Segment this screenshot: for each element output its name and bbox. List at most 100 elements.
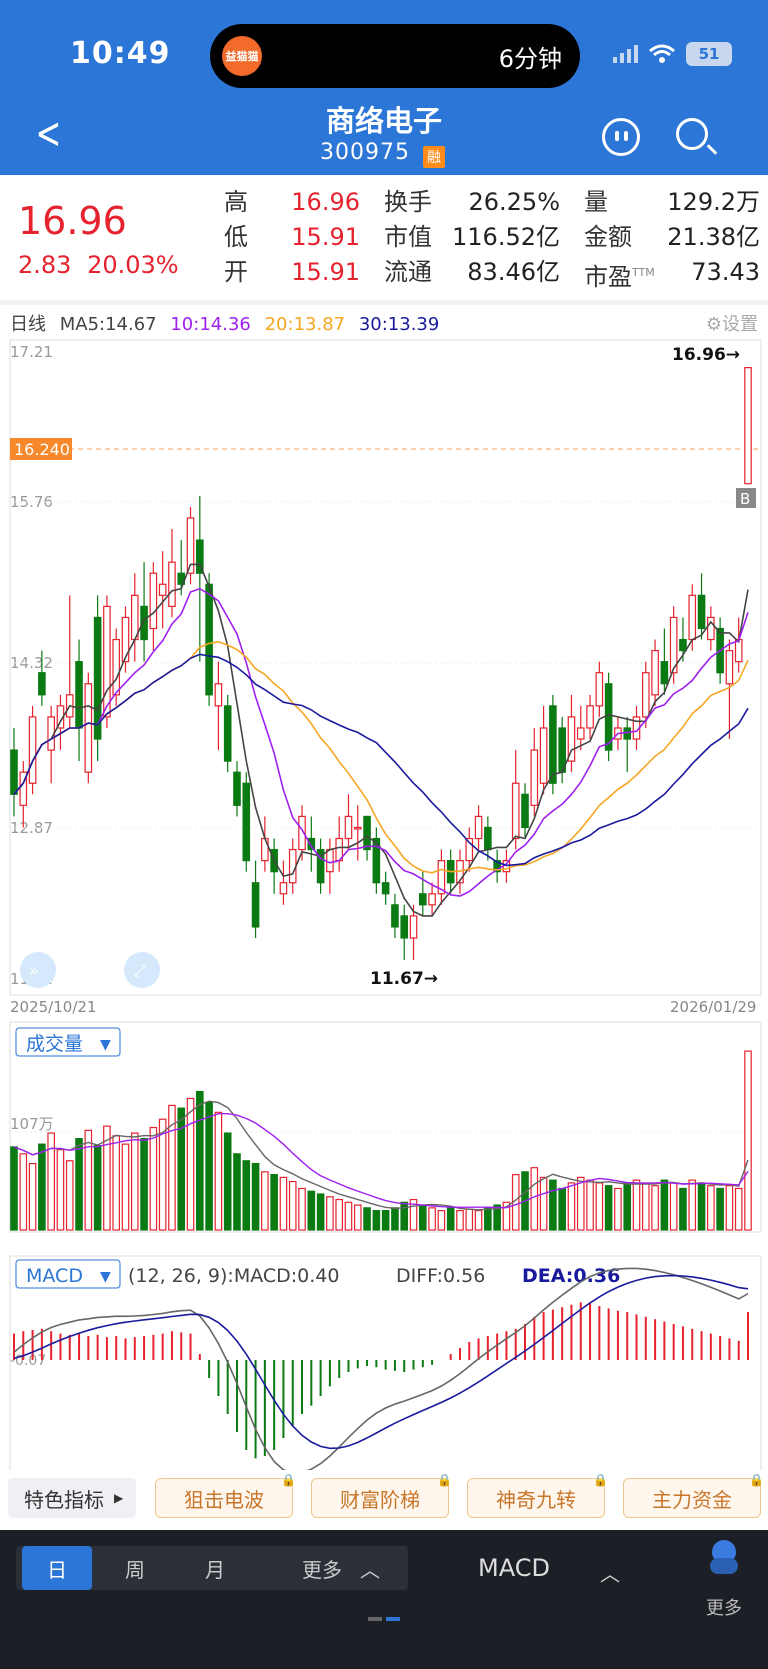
ma10-label: 10:14.36 [170, 314, 251, 335]
volume-selector[interactable] [15, 1027, 121, 1057]
volume-bar [344, 1201, 353, 1231]
pill-label: 主力资金 [652, 1487, 732, 1512]
high-marker: 16.96→ [672, 345, 740, 365]
candle [400, 904, 409, 961]
gear-icon: ⚙ [705, 314, 722, 335]
volume-bar [446, 1207, 455, 1231]
dynamic-island: 益猫猫 6分钟 [210, 24, 580, 88]
more-icon[interactable] [710, 1540, 738, 1574]
current-price-label: 16.240 [14, 440, 70, 459]
candle [233, 761, 241, 817]
candle [493, 849, 501, 883]
lock-icon: 🔒 [593, 1473, 608, 1487]
volume-bar [502, 1201, 511, 1231]
volume-bar [707, 1185, 715, 1231]
candle [75, 639, 83, 762]
tab-more[interactable]: 更多 [302, 1557, 342, 1582]
candle [19, 761, 28, 828]
expand-left-icon[interactable] [20, 952, 56, 988]
stock-code: 300975 [320, 140, 410, 165]
candle [744, 367, 752, 485]
back-icon[interactable]: < [35, 108, 62, 159]
candle [149, 562, 158, 651]
candle [140, 562, 148, 662]
volume-panel[interactable]: 成交量 ▼ 107万 [9, 1021, 762, 1233]
volume-bar [428, 1207, 436, 1231]
volume-bar [335, 1198, 343, 1231]
volume-bar [130, 1132, 139, 1231]
candle [391, 893, 399, 938]
volume-bar [456, 1210, 464, 1231]
volume-bar [270, 1174, 278, 1231]
status-time: 10:49 [70, 36, 171, 71]
dropdown-icon: ▼ [100, 1037, 111, 1053]
candle [595, 661, 604, 717]
macd-zero-label: -0.07 [10, 1353, 46, 1369]
volume-bar [214, 1111, 223, 1231]
indicator-pill[interactable]: 狙击电波 🔒 [155, 1473, 296, 1518]
settings-button[interactable]: ⚙设置 [706, 310, 758, 336]
macd-panel[interactable]: MACD ▼ (12, 26, 9):MACD:0.40 DIFF:0.56 D… [9, 1255, 762, 1479]
candle [363, 815, 371, 861]
volume-bar [28, 1162, 37, 1231]
volume-ma10-line [13, 1113, 749, 1209]
macd-selector[interactable] [15, 1259, 121, 1289]
indicator-pill[interactable]: 神奇九转 🔒 [467, 1473, 608, 1518]
fullscreen-icon[interactable] [124, 952, 160, 988]
ma10-line [13, 587, 749, 897]
divider [0, 300, 768, 305]
volume-bar [419, 1204, 427, 1231]
candle [28, 705, 37, 795]
volume-bar [391, 1207, 399, 1231]
margin-badge: 融 [423, 146, 445, 168]
volume-bar [75, 1138, 83, 1231]
volume-bar [298, 1187, 306, 1231]
indicator-pill[interactable]: 主力资金 🔒 [623, 1473, 764, 1518]
candle [707, 606, 715, 651]
volume-bar [409, 1198, 418, 1231]
candle [112, 628, 121, 706]
special-label: 特色指标 [24, 1487, 104, 1512]
more-label[interactable]: 更多 [706, 1598, 742, 1619]
ma30-line [13, 653, 749, 867]
candle [335, 816, 343, 872]
tab-day[interactable]: 日 [22, 1546, 92, 1590]
ma20-label: 20:13.87 [264, 314, 346, 335]
volume-frame [9, 1021, 762, 1233]
volume-bar [669, 1182, 678, 1231]
special-indicator-button[interactable]: 特色指标 ▶ [8, 1478, 136, 1518]
kline-panel[interactable]: 17.21 15.76 14.32 12.87 11.42 16.240 16.… [9, 339, 762, 996]
tab-week[interactable]: 周 [125, 1557, 145, 1582]
y-tick: 17.21 [10, 343, 53, 361]
stock-name: 商络电子 [325, 104, 442, 138]
search-icon[interactable] [676, 118, 708, 150]
chart-area[interactable]: 17.21 15.76 14.32 12.87 11.42 16.240 16.… [0, 330, 768, 1490]
indicator-switch[interactable]: MACD [478, 1554, 550, 1582]
chevron-up-icon[interactable]: ︿ [600, 1561, 620, 1586]
volume-bar [84, 1129, 93, 1231]
volume-bar [168, 1104, 176, 1231]
candle [251, 860, 260, 938]
candle [660, 628, 669, 695]
volume-bar [716, 1187, 724, 1231]
candle [38, 650, 46, 706]
date-end: 2026/01/29 [670, 998, 756, 1016]
candle [372, 827, 381, 894]
candle [353, 805, 362, 861]
volume-bar [149, 1126, 158, 1231]
tab-month[interactable]: 月 [205, 1557, 225, 1582]
lock-icon: 🔒 [437, 1473, 452, 1487]
chat-icon[interactable] [602, 118, 640, 156]
current-price-tag [10, 438, 72, 460]
volume-bar [251, 1162, 260, 1231]
chevron-up-icon[interactable]: ︿ [360, 1557, 380, 1582]
volume-bar [539, 1176, 548, 1231]
candle [567, 694, 576, 773]
macd-bars [13, 1267, 749, 1474]
change-amount: 2.83 [18, 251, 72, 279]
candle [428, 882, 436, 916]
indicator-pill[interactable]: 财富阶梯 🔒 [311, 1473, 452, 1518]
volume-bar [363, 1207, 371, 1231]
candle [521, 783, 529, 839]
volume-bar [121, 1143, 130, 1231]
